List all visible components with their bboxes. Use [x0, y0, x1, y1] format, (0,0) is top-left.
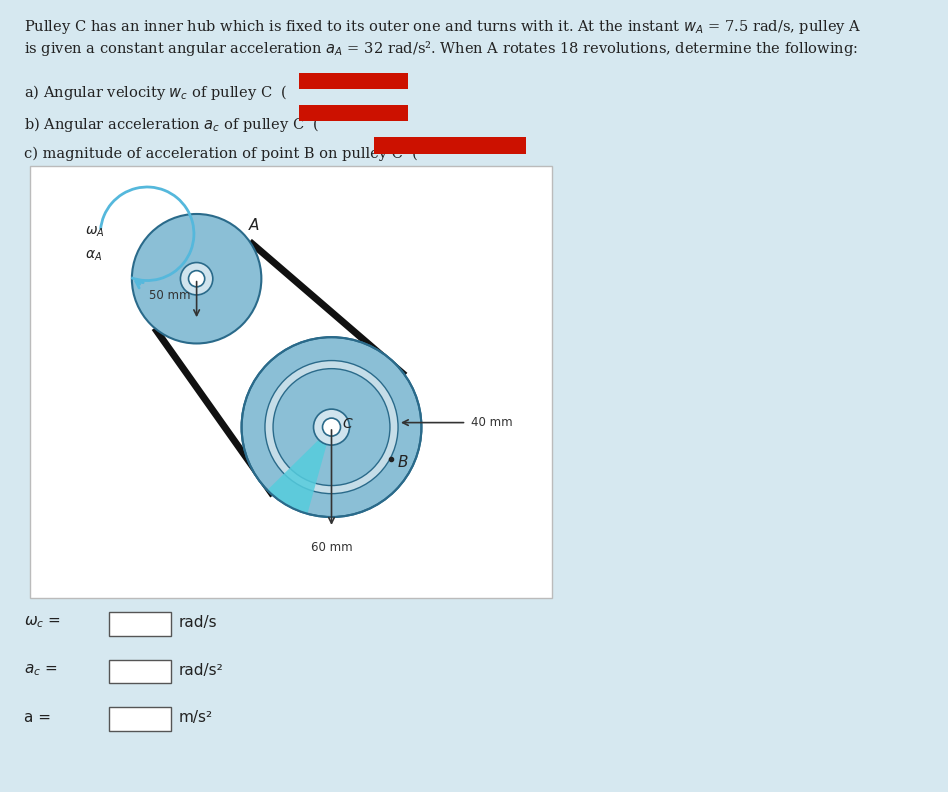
Text: a =: a = [24, 710, 50, 725]
Circle shape [314, 409, 350, 445]
Circle shape [180, 262, 212, 295]
Text: 60 mm: 60 mm [311, 541, 353, 554]
Wedge shape [267, 427, 332, 514]
Text: $ω_c$ =: $ω_c$ = [24, 615, 61, 630]
Text: $a_c$ =: $a_c$ = [24, 662, 57, 678]
FancyBboxPatch shape [299, 73, 408, 89]
Text: a) Angular velocity $w_c$ of pulley C  (: a) Angular velocity $w_c$ of pulley C ( [24, 83, 287, 102]
Circle shape [189, 271, 205, 287]
Text: $ω_A$: $ω_A$ [85, 225, 104, 239]
Circle shape [242, 337, 422, 517]
Text: 40 mm: 40 mm [471, 416, 513, 429]
Circle shape [273, 368, 390, 485]
FancyBboxPatch shape [109, 660, 171, 683]
Text: b) Angular acceleration $a_c$ of pulley C  (: b) Angular acceleration $a_c$ of pulley … [24, 115, 319, 134]
Text: $B$: $B$ [397, 454, 409, 470]
Circle shape [132, 214, 262, 344]
FancyBboxPatch shape [30, 166, 552, 598]
Text: Pulley C has an inner hub which is fixed to its outer one and turns with it. At : Pulley C has an inner hub which is fixed… [24, 18, 861, 58]
FancyBboxPatch shape [374, 137, 526, 154]
Text: c) magnitude of acceleration of point B on pulley C  (: c) magnitude of acceleration of point B … [24, 147, 417, 161]
Circle shape [264, 360, 398, 493]
Text: 50 mm: 50 mm [149, 289, 191, 303]
Circle shape [322, 418, 340, 436]
FancyBboxPatch shape [109, 707, 171, 731]
FancyBboxPatch shape [109, 612, 171, 636]
Text: rad/s: rad/s [178, 615, 217, 630]
Text: m/s²: m/s² [178, 710, 212, 725]
Text: $α_A$: $α_A$ [85, 249, 102, 264]
Text: $C$: $C$ [342, 417, 354, 431]
FancyBboxPatch shape [299, 105, 408, 121]
Text: rad/s²: rad/s² [178, 663, 223, 677]
Text: $A$: $A$ [247, 218, 260, 234]
